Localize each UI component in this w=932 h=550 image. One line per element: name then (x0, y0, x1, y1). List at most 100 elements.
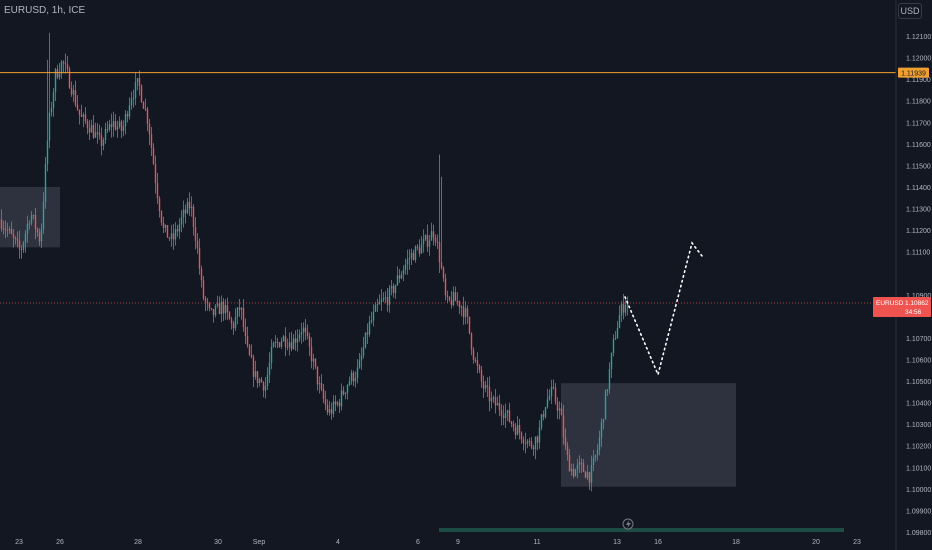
candle-body (416, 246, 419, 248)
candle-body (420, 244, 423, 254)
candle-body (324, 398, 327, 405)
candle-body (618, 315, 621, 329)
candle-body (70, 88, 73, 95)
time-tick-label: 23 (15, 539, 23, 546)
candle-body (402, 270, 405, 275)
candle-body (316, 366, 319, 385)
candle-body (192, 206, 195, 227)
candle-body (4, 228, 7, 230)
candle-body (266, 374, 269, 386)
price-tick-label: 1.11400 (906, 185, 931, 192)
candle-body (136, 78, 139, 83)
price-tick-label: 1.11100 (906, 250, 930, 257)
symbol-title[interactable]: EURUSD, 1h, ICE (4, 5, 86, 16)
candle-body (116, 126, 119, 130)
candle-body (478, 365, 481, 371)
candle-body (138, 78, 141, 86)
candle-body (222, 301, 225, 314)
candle-body (586, 472, 589, 478)
candle-body (588, 472, 591, 483)
price-tick-label: 1.10200 (906, 444, 931, 451)
bar-countdown: 34:56 (905, 309, 922, 316)
candle-body (194, 226, 197, 241)
candle-body (234, 317, 237, 329)
candle-body (332, 401, 335, 414)
candle-body (610, 352, 613, 369)
price-axis[interactable]: 1.12100 1.12000 1.11900 1.11800 1.11700 1.116… (906, 34, 931, 537)
time-tick-label: 11 (533, 539, 540, 546)
candle-body (484, 385, 487, 389)
candle-body (186, 201, 189, 214)
candle-body (220, 301, 223, 315)
candle-body (80, 114, 83, 117)
candle-body (418, 247, 421, 254)
candle-body (508, 410, 511, 422)
candle-body (584, 471, 587, 478)
candle-body (544, 407, 547, 417)
candle-body (50, 108, 53, 113)
candle-body (528, 440, 531, 442)
candle-body (230, 319, 233, 324)
price-tick-label: 1.11500 (906, 163, 931, 170)
candle-body (242, 308, 245, 328)
candle-body (202, 280, 205, 299)
candle-body (250, 354, 253, 358)
candle-body (392, 286, 395, 293)
demand-zone (561, 383, 736, 487)
price-tick-label: 1.10300 (906, 422, 931, 429)
candle-body (10, 229, 13, 234)
candle-body (64, 63, 67, 65)
candle-body (326, 404, 329, 413)
candle-body (270, 346, 273, 363)
candle-body (526, 440, 529, 444)
time-axis[interactable]: 23 26 28 30 Sep 4 6 9 11 13 16 18 20 23 (15, 539, 861, 546)
candle-body (592, 457, 595, 466)
time-tick-label: Sep (253, 539, 266, 546)
candle-body (460, 306, 463, 308)
candle-body (134, 82, 137, 98)
candle-body (100, 135, 103, 146)
candle-body (2, 228, 5, 230)
candle-body (248, 345, 251, 355)
candle-body (532, 447, 535, 450)
candle-body (506, 410, 509, 413)
candle-body (240, 308, 243, 310)
candle-body (550, 387, 553, 397)
candle-body (436, 241, 439, 243)
candle-body (148, 123, 151, 135)
candle-body (294, 338, 297, 343)
candle-body (68, 69, 71, 89)
candle-body (590, 465, 593, 483)
candle-body (18, 240, 21, 249)
candle-body (196, 240, 199, 248)
candle-body (608, 368, 611, 390)
candle-body (98, 132, 101, 136)
candle-body (144, 108, 147, 110)
candle-body (160, 211, 163, 223)
candle-body (30, 215, 33, 224)
currency-button[interactable]: USD (898, 3, 922, 19)
time-tick-label: 9 (456, 539, 460, 546)
candle-body (430, 231, 433, 241)
candle-body (486, 385, 489, 387)
candle-body (14, 237, 17, 239)
candle-body (164, 225, 167, 228)
candle-body (52, 92, 55, 109)
price-tick-label: 1.11900 (906, 77, 931, 84)
candle-body (254, 371, 257, 377)
candle-body (188, 201, 191, 209)
candle-body (352, 372, 355, 382)
time-tick-label: 23 (853, 539, 861, 546)
candle-body (466, 308, 469, 317)
candle-body (60, 61, 63, 74)
candle-body (426, 235, 429, 247)
candle-body (562, 415, 565, 438)
candle-body (386, 297, 389, 305)
price-tick-label: 1.10700 (906, 336, 931, 343)
candle-body (176, 229, 179, 232)
time-tick-label: 20 (812, 539, 820, 546)
candle-body (542, 414, 545, 417)
price-tick-label: 1.10500 (906, 379, 931, 386)
